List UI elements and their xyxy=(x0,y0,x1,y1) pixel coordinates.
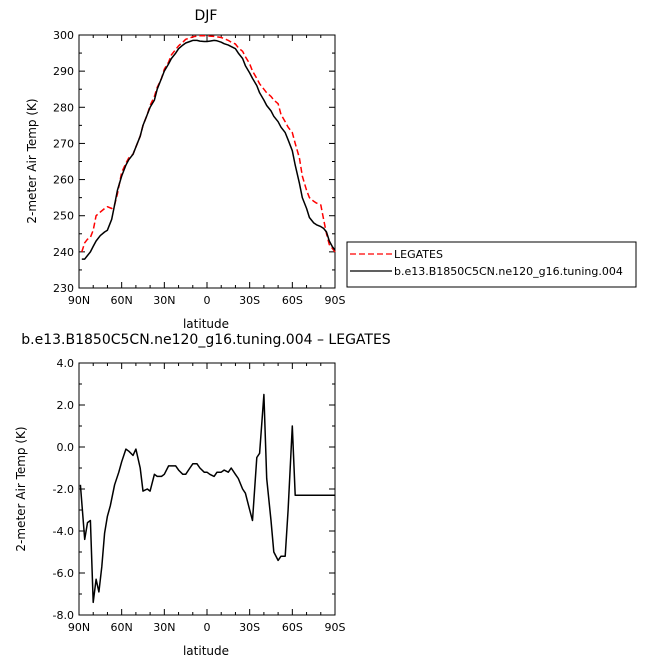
top-y-tick-label: 230 xyxy=(53,282,74,295)
bottom-x-tick-label: 30S xyxy=(239,621,260,634)
top-x-tick-label: 30S xyxy=(239,294,260,307)
bottom-y-tick-label: -8.0 xyxy=(53,609,74,622)
top-x-tick-label: 60S xyxy=(282,294,303,307)
bottom-x-tick-label: 60S xyxy=(282,621,303,634)
legend-box xyxy=(346,241,637,288)
top-x-tick-label: 30N xyxy=(153,294,175,307)
top-x-tick-label: 60N xyxy=(111,294,133,307)
top-x-axis-label: latitude xyxy=(183,317,229,331)
top-y-tick-label: 300 xyxy=(53,29,74,42)
bottom-y-axis-label: 2-meter Air Temp (K) xyxy=(14,426,28,551)
legend-label-model: b.e13.B1850C5CN.ne120_g16.tuning.004 xyxy=(394,265,623,278)
bottom-y-tick-label: 2.0 xyxy=(57,399,75,412)
legend-label-legates: LEGATES xyxy=(394,248,443,261)
bottom-chart-title: b.e13.B1850C5CN.ne120_g16.tuning.004 – L… xyxy=(21,332,391,348)
bottom-x-tick-label: 30N xyxy=(153,621,175,634)
top-y-tick-label: 280 xyxy=(53,101,74,114)
bottom-x-axis-label: latitude xyxy=(183,644,229,658)
top-series-line-legates xyxy=(81,34,336,253)
top-y-tick-label: 290 xyxy=(53,65,74,78)
top-y-tick-label: 250 xyxy=(53,210,74,223)
top-panel: DJF 90N 60N 30N 0 30S 60S 90S 230 240 250 260 270 28… xyxy=(25,8,346,331)
bottom-x-tick-label: 90N xyxy=(68,621,90,634)
bottom-y-tick-label: -6.0 xyxy=(53,567,74,580)
bottom-y-tick-label: -4.0 xyxy=(53,525,74,538)
bottom-plot-frame xyxy=(78,362,336,616)
top-x-tick-label: 0 xyxy=(204,294,211,307)
bottom-x-tick-label: 0 xyxy=(204,621,211,634)
top-y-tick-label: 260 xyxy=(53,174,74,187)
bottom-y-tick-label: -2.0 xyxy=(53,483,74,496)
bottom-y-tick-label: 0.0 xyxy=(57,441,75,454)
bottom-y-tick-label: 4.0 xyxy=(57,357,75,370)
legend: LEGATES b.e13.B1850C5CN.ne120_g16.tuning… xyxy=(346,241,637,288)
bottom-panel: b.e13.B1850C5CN.ne120_g16.tuning.004 – L… xyxy=(14,332,391,658)
top-x-tick-label: 90S xyxy=(325,294,346,307)
bottom-x-tick-label: 60N xyxy=(111,621,133,634)
top-chart-title: DJF xyxy=(195,8,218,24)
top-y-axis-label: 2-meter Air Temp (K) xyxy=(25,98,39,223)
top-plot-frame xyxy=(78,34,336,289)
bottom-series-line-0 xyxy=(79,393,335,604)
top-series-line-b xyxy=(81,39,336,260)
top-x-tick-label: 90N xyxy=(68,294,90,307)
top-y-tick-label: 270 xyxy=(53,137,74,150)
bottom-x-tick-label: 90S xyxy=(325,621,346,634)
top-y-tick-label: 240 xyxy=(53,246,74,259)
